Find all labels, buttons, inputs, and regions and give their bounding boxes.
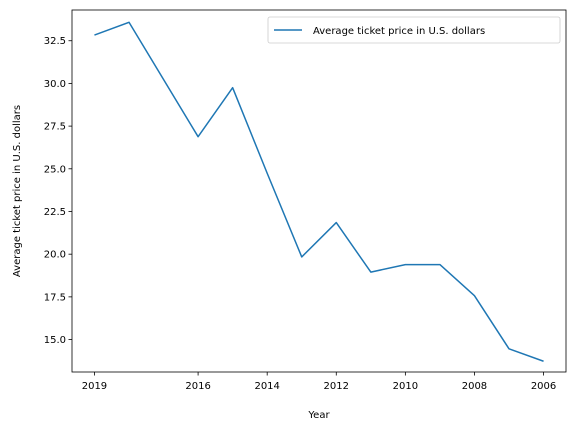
y-tick-label: 30.0 (44, 79, 66, 90)
y-tick-label: 17.5 (44, 292, 66, 303)
y-tick-label: 22.5 (44, 207, 66, 218)
y-tick-label: 25.0 (44, 164, 66, 175)
y-axis: 15.0 17.5 20.0 22.5 25.0 27.5 30.0 32.5 (44, 36, 72, 346)
x-tick-label: 2006 (531, 381, 556, 392)
series-line (94, 21, 544, 362)
legend-box (267, 16, 561, 44)
x-axis-label: Year (307, 410, 330, 421)
x-tick-label: 2008 (462, 381, 487, 392)
y-tick-label: 27.5 (44, 122, 66, 133)
legend: Average ticket price in U.S. dollars (267, 16, 561, 44)
y-tick-label: 32.5 (44, 36, 66, 47)
y-tick-label: 15.0 (44, 335, 66, 346)
series-layer (94, 21, 544, 362)
plot-frame (71, 9, 567, 373)
y-axis-label: Average ticket price in U.S. dollars (12, 105, 23, 277)
x-axis: 2019 2016 2014 2012 2010 2008 2006 (82, 372, 556, 392)
x-tick-label: 2010 (393, 381, 418, 392)
legend-label: Average ticket price in U.S. dollars (313, 26, 485, 37)
x-tick-label: 2016 (185, 381, 210, 392)
x-tick-label: 2019 (82, 381, 107, 392)
y-tick-label: 20.0 (44, 250, 66, 261)
x-tick-label: 2014 (254, 381, 279, 392)
x-tick-label: 2012 (324, 381, 349, 392)
